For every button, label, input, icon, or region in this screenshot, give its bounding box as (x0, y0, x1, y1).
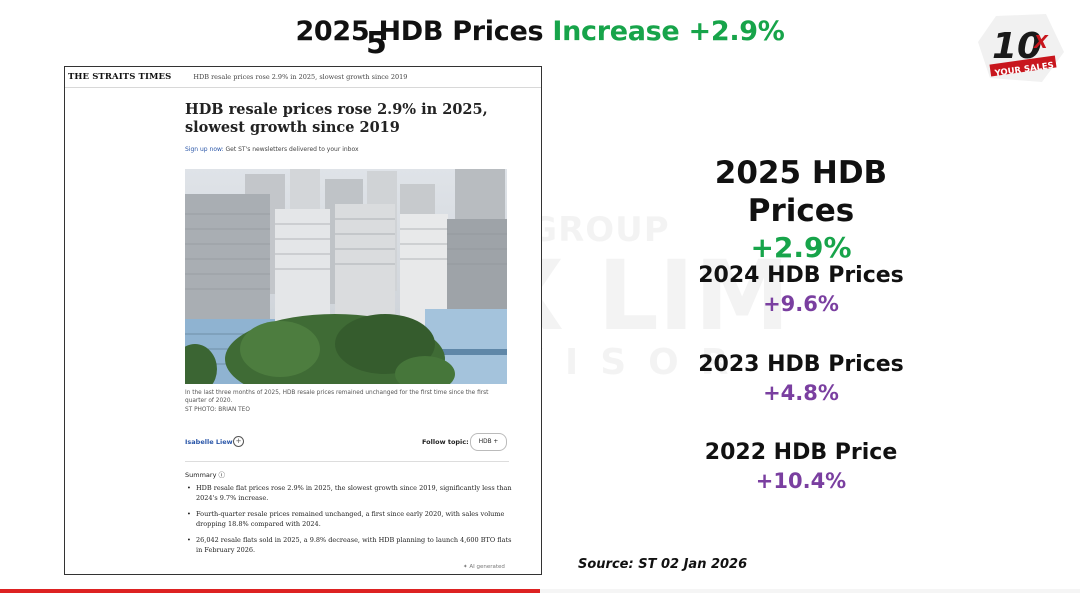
stat-2022-label: 2022 HDB Price (704, 440, 898, 465)
author-link[interactable]: Isabelle Liew (185, 438, 233, 446)
stat-2024-value: +9.6% (763, 292, 839, 316)
signup-text: Get ST's newsletters delivered to your i… (223, 146, 359, 153)
summary-divider (185, 461, 509, 462)
overlay-digit: 5 (366, 26, 387, 61)
photo-credit: ST PHOTO: BRIAN TEO (185, 407, 250, 413)
ai-generated-note: ✦ AI generated (463, 564, 505, 570)
follow-topic-label: Follow topic: (422, 438, 469, 446)
hdb-flats-photo (185, 169, 507, 384)
logo-x: X (1033, 32, 1049, 53)
stat-2022-value: +10.4% (755, 469, 847, 493)
topbar-headline: HDB resale prices rose 2.9% in 2025, slo… (193, 73, 408, 81)
summary-label: Summary ⓘ (185, 471, 225, 479)
newsletter-signup[interactable]: Sign up now: Get ST's newsletters delive… (185, 146, 359, 153)
article-headline: HDB resale prices rose 2.9% in 2025, slo… (185, 101, 488, 136)
stat-2024: 2024 HDB Prices +9.6% (692, 262, 910, 318)
article-topbar: THE STRAITS TIMES HDB resale prices rose… (65, 67, 541, 88)
stat-2023: 2023 HDB Prices +4.8% (692, 351, 910, 407)
stat-2024-label: 2024 HDB Prices (698, 263, 904, 288)
source-note: Source: ST 02 Jan 2026 (578, 557, 748, 572)
byline-row: Isabelle Liew + Follow topic: HDB + (185, 433, 509, 453)
stat-2023-value: +4.8% (763, 381, 839, 405)
topic-chip-hdb[interactable]: HDB + (470, 433, 507, 451)
summary-list: HDB resale flat prices rose 2.9% in 2025… (185, 483, 515, 561)
slide-title-subject: HDB Prices (369, 16, 553, 47)
photo-caption: In the last three months of 2025, HDB re… (185, 390, 489, 404)
stat-2025-value: +2.9% (750, 231, 852, 264)
stat-2025: 2025 HDB Prices +2.9% (662, 154, 940, 266)
stat-2023-label: 2023 HDB Prices (698, 352, 904, 377)
10x-your-sales-logo: 10 X YOUR SALES (976, 12, 1066, 86)
signup-link[interactable]: Sign up now: (185, 146, 224, 153)
stat-2025-label: 2025 HDB Prices (714, 155, 888, 229)
ai-sparkle-icon: ✦ (463, 564, 470, 570)
stat-2022: 2022 HDB Price +10.4% (692, 439, 910, 495)
ai-generated-label: AI generated (469, 564, 505, 570)
slide-title-year: 2025 (295, 16, 370, 47)
article-screenshot: THE STRAITS TIMES HDB resale prices rose… (64, 66, 542, 575)
slide-title: 2025 HDB Prices Increase +2.9% (0, 16, 1080, 47)
masthead: THE STRAITS TIMES (68, 72, 172, 82)
bottom-accent-line (0, 589, 1080, 593)
summary-item: Fourth-quarter resale prices remained un… (185, 509, 515, 529)
summary-item: HDB resale flat prices rose 2.9% in 2025… (185, 483, 515, 503)
summary-item: 26,042 resale flats sold in 2025, a 9.8%… (185, 535, 515, 555)
follow-author-icon[interactable]: + (233, 436, 244, 447)
slide-title-increase: Increase +2.9% (552, 16, 785, 47)
